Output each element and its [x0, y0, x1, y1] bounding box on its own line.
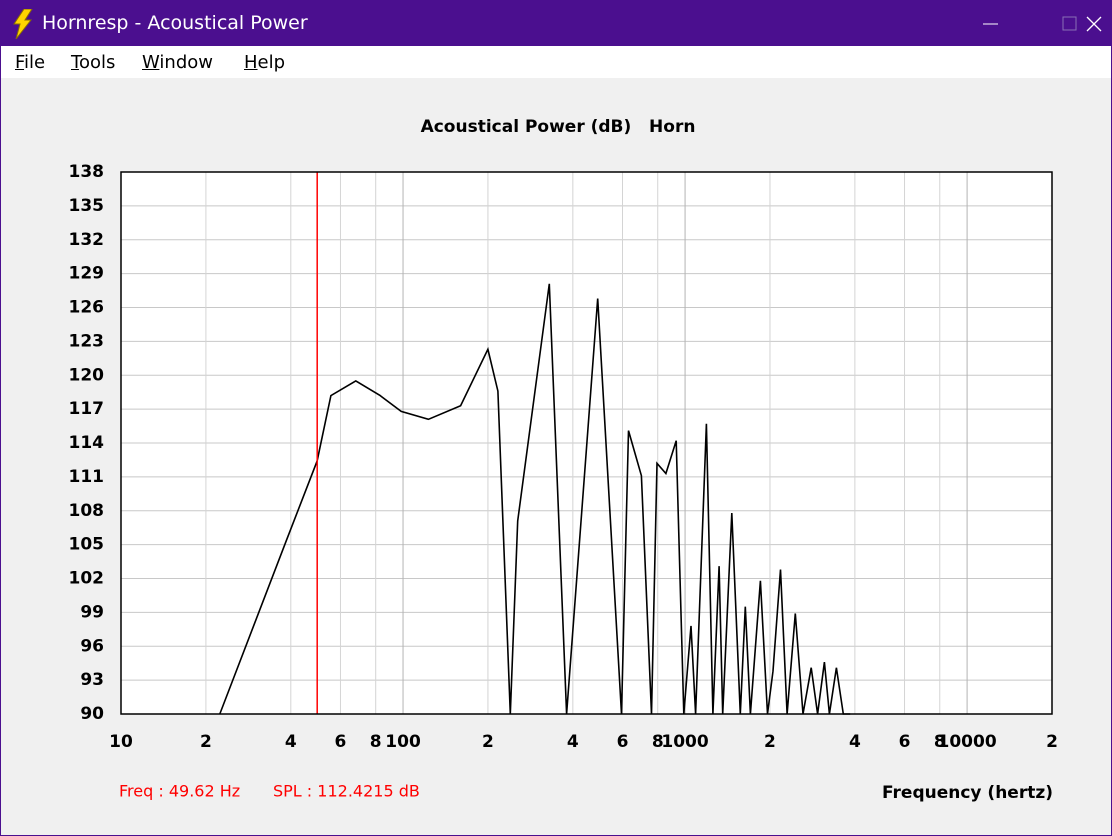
cursor-spl: SPL : 112.4215 dB	[273, 782, 420, 801]
y-tick-label: 123	[69, 331, 105, 351]
y-tick-label: 135	[69, 196, 105, 216]
x-tick-label: 8	[652, 732, 664, 752]
y-tick-label: 90	[80, 704, 104, 724]
y-tick-label: 126	[69, 298, 105, 318]
menu-bar: File Tools Window Help	[1, 46, 1111, 78]
y-tick-label: 132	[69, 230, 105, 250]
x-tick-label: 2	[482, 732, 494, 752]
window-controls[interactable]	[891, 1, 1111, 46]
y-tick-label: 117	[69, 399, 105, 419]
menu-item[interactable]: Tools	[71, 52, 116, 73]
window-title: Hornresp - Acoustical Power	[42, 12, 308, 34]
x-tick-label: 4	[849, 732, 861, 752]
y-tick-label: 108	[69, 501, 105, 521]
x-tick-label: 6	[899, 732, 911, 752]
y-tick-label: 99	[80, 602, 104, 622]
cursor-freq: Freq : 49.62 Hz	[119, 782, 240, 801]
power-curve	[219, 283, 851, 715]
x-tick-label: 10000	[938, 732, 997, 752]
x-tick-label: 2	[200, 732, 212, 752]
maximize[interactable]	[1062, 16, 1077, 31]
y-tick-label: 114	[69, 433, 105, 453]
x-tick-label: 4	[567, 732, 579, 752]
app-icon	[13, 9, 33, 39]
x-tick-label: 6	[617, 732, 629, 752]
chart: Acoustical Power (dB) Horn Frequency (he…	[69, 117, 1058, 803]
menu-item[interactable]: Window	[142, 52, 213, 73]
x-tick-label: 6	[335, 732, 347, 752]
x-tick-label: 8	[934, 732, 946, 752]
y-tick-label: 105	[69, 535, 105, 555]
x-tick-label: 8	[370, 732, 382, 752]
x-axis-title: Frequency (hertz)	[882, 783, 1053, 803]
x-tick-label: 2	[764, 732, 776, 752]
y-tick-label: 111	[69, 467, 105, 487]
x-tick-label: 1000	[661, 732, 708, 752]
y-tick-label: 138	[69, 162, 105, 182]
x-tick-label: 2	[1046, 732, 1058, 752]
y-tick-label: 102	[69, 569, 105, 589]
x-tick-label: 10	[109, 732, 133, 752]
menu-item[interactable]: Help	[244, 52, 286, 73]
y-tick-label: 120	[69, 365, 105, 385]
x-tick-label: 4	[285, 732, 297, 752]
chart-title: Acoustical Power (dB) Horn	[421, 117, 696, 137]
menu-item[interactable]: File	[15, 52, 46, 73]
close[interactable]	[1086, 16, 1102, 32]
x-tick-label: 100	[385, 732, 421, 752]
title-bar: Hornresp - Acoustical Power	[1, 1, 1111, 46]
plot-border	[120, 171, 1053, 715]
y-tick-label: 93	[80, 670, 104, 690]
y-tick-label: 129	[69, 264, 105, 284]
y-tick-label: 96	[80, 636, 104, 656]
